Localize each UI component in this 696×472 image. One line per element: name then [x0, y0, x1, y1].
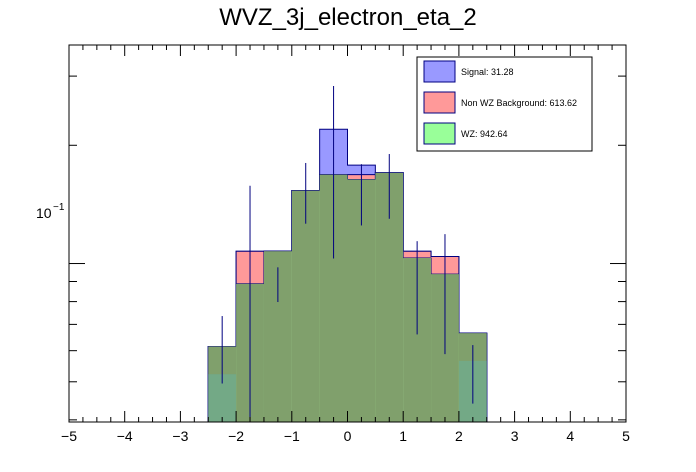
legend-swatch-wz	[423, 122, 456, 145]
y-tick-label-base: 10	[36, 205, 52, 221]
legend-swatch-non-wz-background	[423, 91, 456, 114]
x-tick-label-0: −5	[61, 428, 77, 444]
legend-label-signal: Signal: 31.28	[461, 67, 514, 77]
x-tick-label-10: 5	[622, 428, 630, 444]
chart-title: WVZ_3j_electron_eta_2	[219, 4, 477, 31]
x-tick-label-2: −3	[172, 428, 188, 444]
x-tick-label-3: −2	[228, 428, 244, 444]
legend-swatch-signal	[423, 60, 456, 83]
data-points-layer	[221, 86, 474, 422]
x-tick-label-8: 3	[511, 428, 519, 444]
y-tick-label-exponent: −1	[53, 202, 65, 213]
bar-overlap-3	[291, 190, 320, 422]
x-tick-label-5: 0	[344, 428, 352, 444]
x-tick-label-9: 4	[566, 428, 574, 444]
x-tick-label-7: 2	[455, 428, 463, 444]
x-tick-label-6: 1	[399, 428, 407, 444]
legend-label-wz: WZ: 942.64	[461, 129, 508, 139]
axes-layer: −5 −4 −3 −2 −1 0 1 2 3 4 5	[61, 45, 630, 444]
legend: Signal: 31.28 Non WZ Background: 613.62 …	[416, 56, 593, 152]
y-tick-label: 10 −1	[36, 202, 65, 221]
x-tick-label-4: −1	[284, 428, 300, 444]
legend-label-non-wz-background: Non WZ Background: 613.62	[461, 98, 577, 108]
x-tick-label-1: −4	[117, 428, 133, 444]
